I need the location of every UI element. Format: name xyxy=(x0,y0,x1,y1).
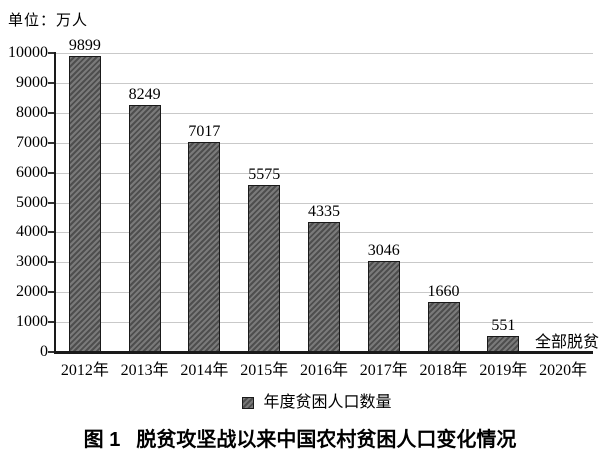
x-axis-label-2018: 2018年 xyxy=(419,362,468,379)
x-axis-line xyxy=(54,351,593,354)
figure-number: 图 1 xyxy=(83,429,121,451)
bar-value-label-2016: 4335 xyxy=(307,203,340,221)
bar-2014 xyxy=(188,142,221,352)
figure-caption-text: 脱贫攻坚战以来中国农村贫困人口变化情况 xyxy=(136,429,517,451)
gridline-10000 xyxy=(55,53,593,54)
figure-caption: 图 1 脱贫攻坚战以来中国农村贫困人口变化情况 xyxy=(0,428,600,452)
y-axis-label-5000: 5000 xyxy=(16,193,48,211)
legend-hatched-swatch-icon xyxy=(242,397,255,409)
chart-legend: 年度贫困人口数量 xyxy=(17,394,600,412)
x-axis-label-2014: 2014年 xyxy=(180,362,229,379)
bar-value-label-2012: 9899 xyxy=(68,37,101,55)
bar-value-label-2013: 8249 xyxy=(128,86,161,104)
y-axis-label-8000: 8000 xyxy=(16,103,48,121)
x-axis-label-2017: 2017年 xyxy=(359,362,408,379)
y-axis-label-7000: 7000 xyxy=(16,133,48,151)
gridline-8000 xyxy=(55,112,593,114)
y-tick-8000 xyxy=(48,111,55,114)
bar-2016 xyxy=(308,222,340,352)
gridline-9000 xyxy=(55,82,593,84)
bar-value-label-2018: 1660 xyxy=(427,283,460,301)
x-axis-label-2015: 2015年 xyxy=(240,362,289,379)
x-axis-label-2013: 2013年 xyxy=(120,362,169,379)
y-tick-3000 xyxy=(48,261,55,264)
bar-2018 xyxy=(427,302,460,352)
y-axis-label-3000: 3000 xyxy=(16,253,48,271)
legend-series-label: 年度贫困人口数量 xyxy=(263,394,392,411)
bar-value-label-2015: 5575 xyxy=(248,166,281,184)
x-axis-label-2019: 2019年 xyxy=(479,362,528,379)
gridline-7000 xyxy=(55,142,593,144)
gridline-6000 xyxy=(55,172,593,174)
y-axis-label-0: 0 xyxy=(40,343,48,360)
bar-value-label-2017: 3046 xyxy=(367,241,400,259)
gridline-5000 xyxy=(55,202,593,204)
bar-value-label-2014: 7017 xyxy=(188,123,221,141)
x-axis-label-2020: 2020年 xyxy=(539,362,588,379)
y-tick-5000 xyxy=(48,201,55,204)
y-tick-7000 xyxy=(48,141,55,144)
bar-2017 xyxy=(367,260,400,352)
x-axis-label-2016: 2016年 xyxy=(299,362,348,379)
y-axis-label-6000: 6000 xyxy=(16,163,48,181)
y-axis-label-2000: 2000 xyxy=(16,283,48,301)
bar-2015 xyxy=(248,185,281,352)
y-axis-label-9000: 9000 xyxy=(16,73,48,91)
y-axis-label-10000: 10000 xyxy=(8,44,48,61)
y-axis-label-1000: 1000 xyxy=(16,313,48,331)
y-tick-9000 xyxy=(48,81,55,84)
y-tick-0 xyxy=(48,351,55,353)
x-axis-label-2012: 2012年 xyxy=(60,362,109,379)
bar-2013 xyxy=(128,105,161,352)
y-tick-2000 xyxy=(48,291,55,294)
y-axis-unit-label: 单位：万人 xyxy=(8,13,89,29)
bar-2019 xyxy=(487,335,520,352)
y-axis-line xyxy=(54,52,56,353)
y-tick-1000 xyxy=(48,321,55,324)
y-tick-10000 xyxy=(48,52,55,54)
bar-value-label-2019: 551 xyxy=(491,316,516,334)
bar-series: 全部脱贫 9899 8249 7017 5575 4335 3046 1660 551 xyxy=(55,37,599,352)
y-tick-4000 xyxy=(48,231,55,234)
y-axis-label-4000: 4000 xyxy=(16,223,48,241)
y-tick-6000 xyxy=(48,171,55,174)
annotation-all-lifted-out-of-poverty: 全部脱贫 xyxy=(534,334,599,351)
bar-2012 xyxy=(68,56,101,352)
